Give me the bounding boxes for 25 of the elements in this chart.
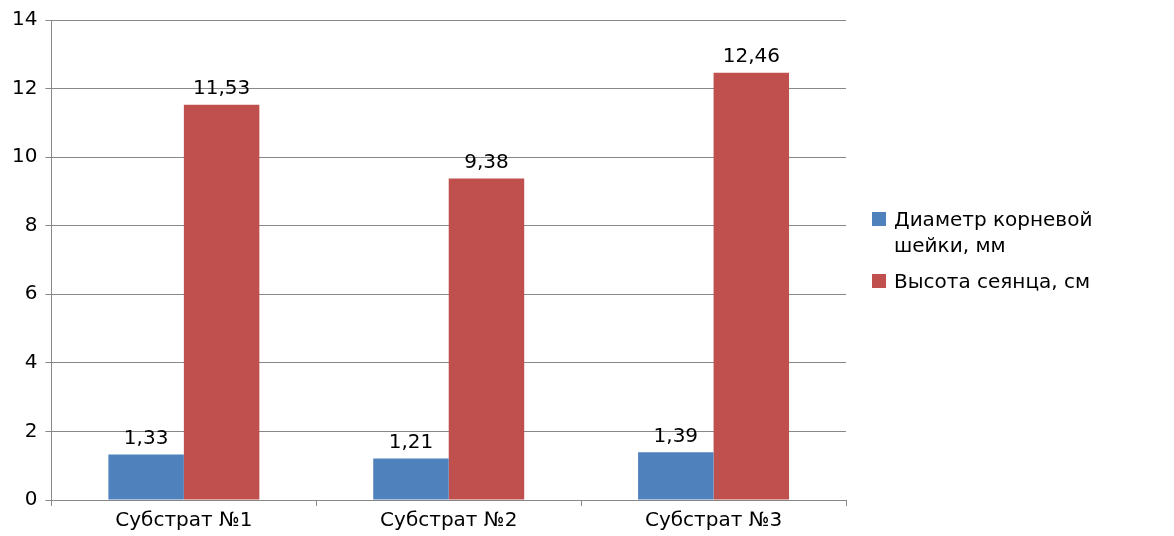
x-tick-label: Субстрат №3 <box>644 507 783 532</box>
x-tick-label: Субстрат №1 <box>115 507 253 532</box>
y-tick-label: 14 <box>12 6 38 31</box>
y-tick-label: 10 <box>12 143 38 168</box>
bar <box>373 458 449 500</box>
data-label: 11,53 <box>192 74 251 99</box>
bar <box>183 104 260 500</box>
y-tick-label: 4 <box>24 349 38 374</box>
y-tick-label: 6 <box>24 280 38 305</box>
data-label: 12,46 <box>722 43 780 67</box>
bar <box>448 178 525 500</box>
legend-label: Высота сеянца, см <box>894 268 1091 294</box>
legend-label: Диаметр корневой шейки, мм <box>894 206 1094 258</box>
bar <box>638 452 714 500</box>
data-label: 1,39 <box>653 422 699 447</box>
y-tick-label: 2 <box>24 417 38 442</box>
y-tick-label: 12 <box>12 74 38 99</box>
y-tick-label: 8 <box>24 211 38 236</box>
x-tick-label: Субстрат №2 <box>380 507 518 532</box>
y-tick-label: 0 <box>24 486 38 511</box>
bar <box>108 454 184 500</box>
data-label: 1,33 <box>123 424 169 449</box>
data-label: 9,38 <box>464 148 509 173</box>
data-label: 1,21 <box>388 428 434 453</box>
bar <box>713 72 790 500</box>
